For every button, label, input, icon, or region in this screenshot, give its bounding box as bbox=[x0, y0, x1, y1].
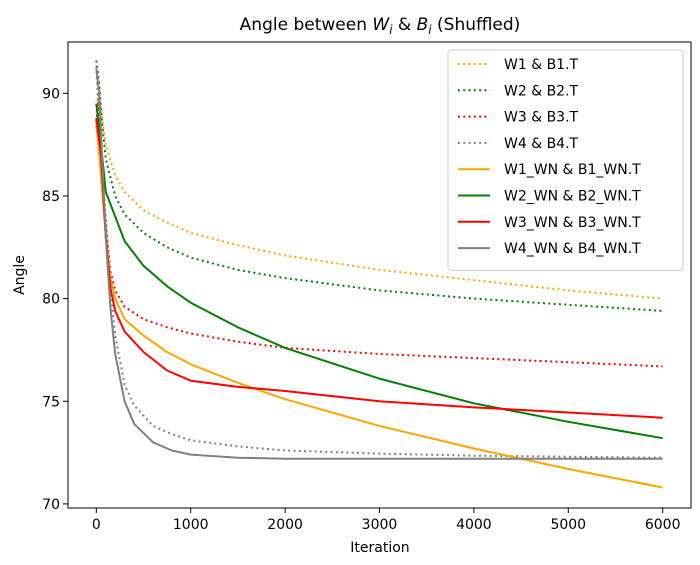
chart-title-suffix: (Shuffled) bbox=[432, 15, 521, 35]
series-line-1 bbox=[95, 92, 663, 300]
x-tick-label: 0 bbox=[92, 517, 101, 533]
legend-label: W1_WN & B1_WN.T bbox=[504, 162, 641, 178]
x-tick-label: 4000 bbox=[456, 517, 492, 533]
y-tick-label: 85 bbox=[42, 189, 60, 205]
legend-label: W3 & B3.T bbox=[504, 110, 579, 126]
legend-label: W1 & B1.T bbox=[504, 57, 579, 73]
x-tick-label: 6000 bbox=[645, 517, 681, 533]
y-tick-label: 70 bbox=[42, 497, 60, 513]
x-tick-label: 2000 bbox=[267, 517, 303, 533]
series-line-6 bbox=[95, 103, 663, 440]
legend-label: W4 & B4.T bbox=[504, 136, 579, 152]
y-axis-label: Angle bbox=[12, 255, 28, 295]
chart-title-sub-2: i bbox=[428, 23, 432, 37]
x-axis-label: Iteration bbox=[350, 540, 409, 556]
series-line-4 bbox=[95, 66, 663, 459]
chart-title-sub-1: i bbox=[389, 23, 393, 37]
series-line-8 bbox=[95, 68, 663, 460]
y-tick-label: 80 bbox=[42, 292, 60, 308]
chart-title-w: W bbox=[372, 15, 390, 35]
chart-title: Angle between Wi & Bi (Shuffled) bbox=[240, 15, 521, 37]
chart-title-prefix: Angle between bbox=[240, 15, 373, 35]
legend-label: W3_WN & B3_WN.T bbox=[504, 215, 641, 231]
y-axis: 70 75 80 85 90 bbox=[42, 86, 68, 513]
x-tick-label: 1000 bbox=[173, 517, 209, 533]
x-tick-label: 5000 bbox=[550, 517, 586, 533]
legend-label: W4_WN & B4_WN.T bbox=[504, 241, 641, 257]
legend: W1 & B1.T W2 & B2.T W3 & B3.T W4 & B4.T W1_W… bbox=[447, 49, 684, 271]
y-tick-label: 75 bbox=[42, 394, 60, 410]
legend-box bbox=[447, 49, 684, 271]
x-axis: 0 1000 2000 3000 4000 5000 6000 bbox=[92, 508, 681, 533]
x-tick-label: 3000 bbox=[362, 517, 398, 533]
legend-label: W2_WN & B2_WN.T bbox=[504, 189, 641, 205]
series-line-2 bbox=[95, 60, 663, 312]
plot-lines bbox=[95, 60, 663, 489]
chart-title-amp: & bbox=[393, 15, 417, 35]
legend-label: W2 & B2.T bbox=[504, 83, 579, 99]
chart-title-b: B bbox=[417, 15, 429, 35]
y-tick-label: 90 bbox=[42, 86, 60, 102]
